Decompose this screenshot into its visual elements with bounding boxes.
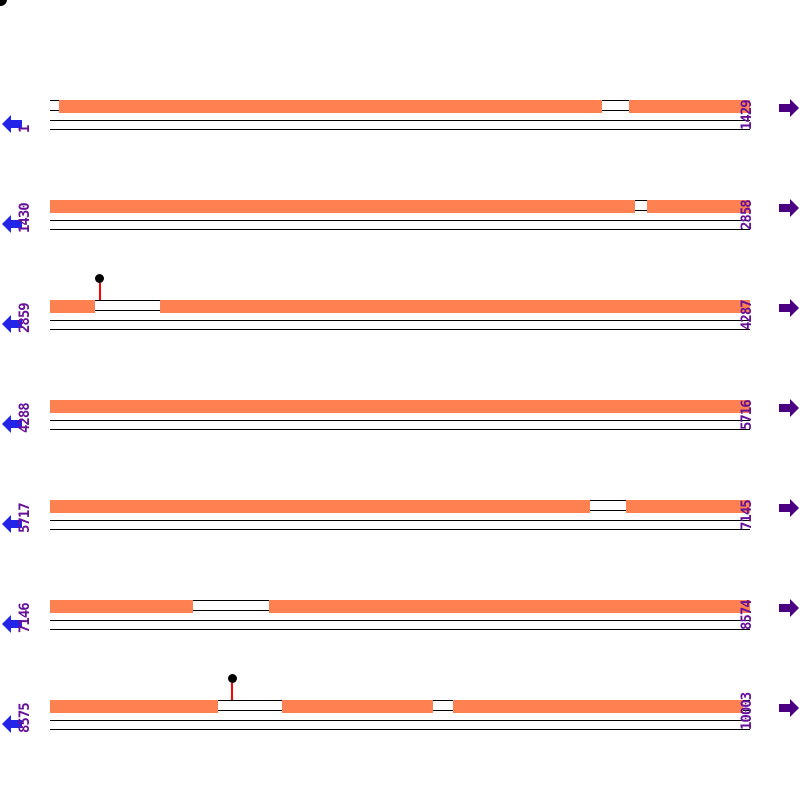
next-line-arrow-icon[interactable] [779,199,799,217]
feature-track [50,200,750,213]
feature-segment [628,100,750,113]
row-end-coordinate: 8574 [739,600,755,630]
feature-track [50,700,750,713]
ruler-line [50,329,750,330]
ruler-line [50,720,750,721]
feature-track [50,600,750,613]
feature-segment [59,100,602,113]
next-line-arrow-icon[interactable] [779,699,799,717]
prev-line-arrow-icon[interactable] [2,215,22,233]
marker-stem [231,683,233,700]
row-start-coordinate: 8575 [17,703,33,733]
row-start-coordinate: 4288 [17,403,33,433]
next-line-arrow-icon[interactable] [779,299,799,317]
row-start-coordinate: 1430 [17,203,33,233]
feature-segment [50,200,635,213]
row-end-coordinate: 5716 [739,400,755,430]
ruler-line [50,620,750,621]
ruler-line [50,629,750,630]
feature-track [50,100,750,113]
feature-segment [159,300,750,313]
prev-line-arrow-icon[interactable] [2,715,22,733]
feature-segment [647,200,750,213]
prev-line-arrow-icon[interactable] [2,415,22,433]
ruler-line [50,129,750,130]
prev-line-arrow-icon[interactable] [2,315,22,333]
feature-track [50,300,750,313]
ruler-line [50,429,750,430]
feature-segment [626,500,750,513]
corner-dot-icon [0,0,7,6]
ruler-line [50,520,750,521]
row-start-coordinate: 7146 [17,603,33,633]
feature-segment [50,700,218,713]
ruler-line [50,729,750,730]
row-start-coordinate: 1 [17,125,33,133]
ruler-line [50,229,750,230]
row-end-coordinate: 7145 [739,500,755,530]
row-end-coordinate: 1429 [739,100,755,130]
ruler-line [50,120,750,121]
marker-dot-icon [227,674,237,683]
feature-segment [50,600,193,613]
marker-stem [98,283,101,300]
next-line-arrow-icon[interactable] [779,399,799,417]
ruler-line [50,529,750,530]
next-line-arrow-icon[interactable] [779,99,799,117]
next-line-arrow-icon[interactable] [779,499,799,517]
ruler-line [50,220,750,221]
row-start-coordinate: 2859 [17,303,33,333]
prev-line-arrow-icon[interactable] [2,615,22,633]
ruler-line [50,420,750,421]
feature-segment [269,600,750,613]
row-end-coordinate: 10003 [739,692,755,730]
feature-track [50,400,750,413]
prev-line-arrow-icon[interactable] [2,115,22,133]
marker-dot-icon [95,274,105,283]
ruler-line [50,320,750,321]
feature-segment [50,500,590,513]
feature-track [50,500,750,513]
feature-segment [452,700,743,713]
row-start-coordinate: 5717 [17,503,33,533]
row-end-coordinate: 2858 [739,200,755,230]
feature-segment [50,400,750,413]
feature-segment [281,700,433,713]
feature-segment [50,300,95,313]
row-end-coordinate: 4287 [739,300,755,330]
next-line-arrow-icon[interactable] [779,599,799,617]
prev-line-arrow-icon[interactable] [2,515,22,533]
